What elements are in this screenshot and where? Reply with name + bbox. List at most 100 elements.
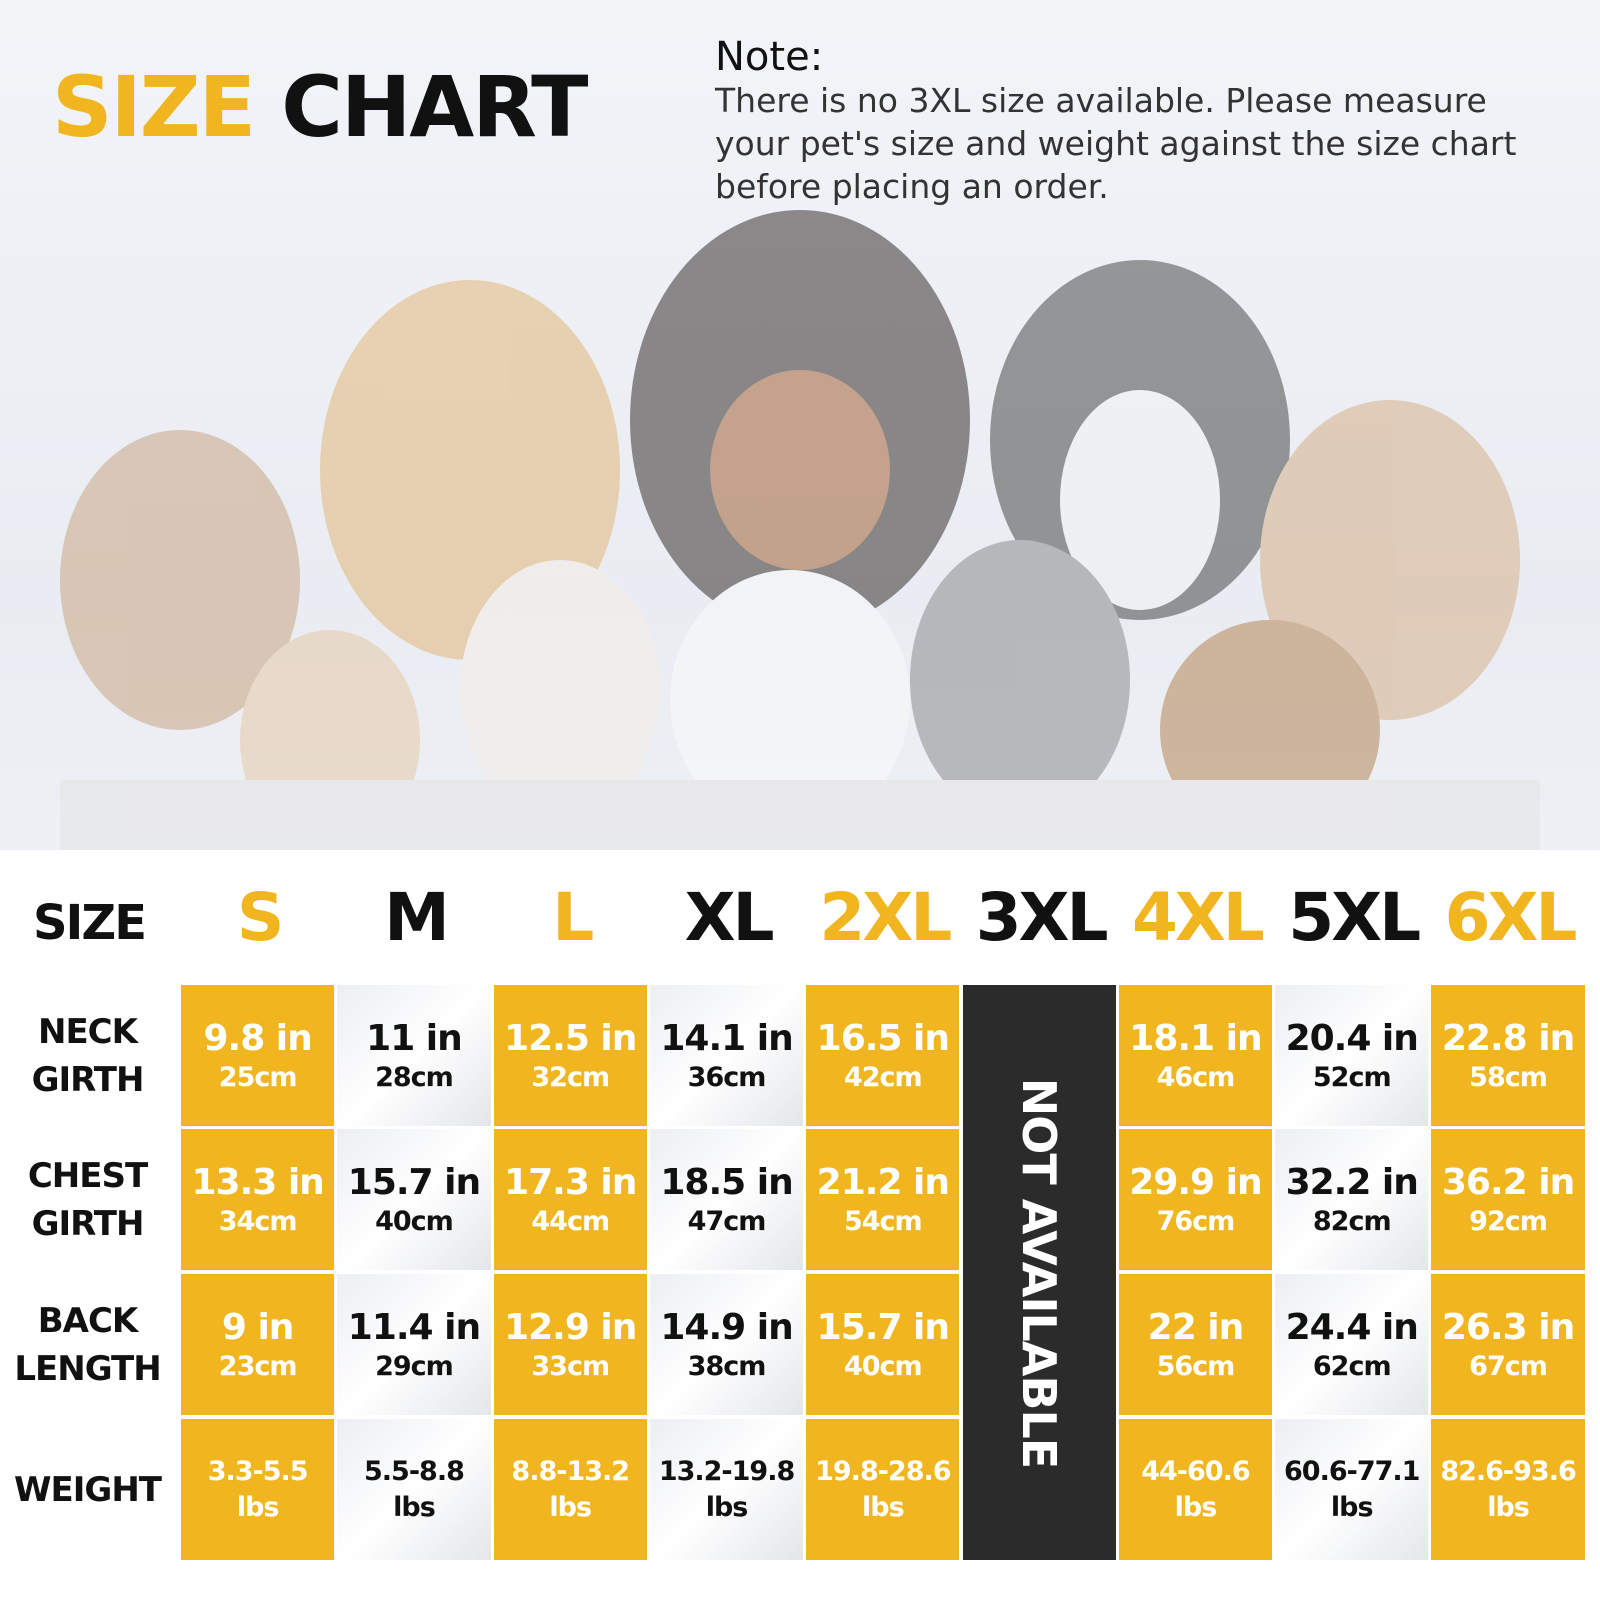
size-cell: 19.8-28.6 lbs bbox=[806, 1419, 960, 1560]
primary-value: 11 in bbox=[366, 1017, 463, 1059]
size-cell: 32.2 in 82cm bbox=[1275, 1129, 1429, 1270]
note-line: your pet's size and weight against the s… bbox=[715, 124, 1517, 163]
primary-value: 22 in bbox=[1147, 1306, 1245, 1348]
size-cell: 21.2 in 54cm bbox=[806, 1129, 960, 1270]
row-label-line: LENGTH bbox=[14, 1348, 161, 1389]
size-cell: 14.1 in 36cm bbox=[649, 985, 804, 1126]
title-word: CHART bbox=[281, 58, 588, 156]
secondary-value: lbs bbox=[862, 1491, 905, 1523]
unavailable-text: NOT AVAILABLE bbox=[1012, 1077, 1067, 1468]
size-header: 4XL bbox=[1132, 879, 1265, 956]
size-header: XL bbox=[684, 879, 775, 956]
secondary-value: 38cm bbox=[687, 1350, 767, 1382]
row-label: BACK LENGTH bbox=[0, 1274, 175, 1415]
title: SIZE CHART bbox=[52, 58, 588, 156]
primary-value: 82.6-93.6 bbox=[1440, 1455, 1576, 1487]
row-label-line: GIRTH bbox=[31, 1203, 145, 1244]
size-cell: 36.2 in 92cm bbox=[1431, 1129, 1585, 1270]
secondary-value: lbs bbox=[236, 1491, 280, 1523]
secondary-value: 47cm bbox=[687, 1205, 767, 1237]
row-label-line: CHEST bbox=[27, 1155, 148, 1196]
primary-value: 18.1 in bbox=[1129, 1017, 1262, 1059]
title-word: SIZE bbox=[52, 58, 256, 156]
size-header: 5XL bbox=[1288, 879, 1421, 956]
size-header: 6XL bbox=[1444, 879, 1578, 956]
size-header: L bbox=[552, 879, 594, 956]
size-cell: 12.5 in 32cm bbox=[493, 985, 647, 1126]
size-cell: 11 in 28cm bbox=[337, 985, 491, 1126]
size-header: 3XL bbox=[975, 879, 1109, 956]
note: Note: There is no 3XL size available. Pl… bbox=[715, 36, 1516, 208]
primary-value: 60.6-77.1 bbox=[1284, 1455, 1420, 1487]
size-cell: 9 in 23cm bbox=[181, 1274, 335, 1415]
unavailable-column: NOT AVAILABLE bbox=[962, 985, 1116, 1560]
size-cell: 22 in 56cm bbox=[1118, 1274, 1273, 1415]
secondary-value: 34cm bbox=[218, 1205, 298, 1237]
secondary-value: 42cm bbox=[843, 1061, 923, 1093]
primary-value: 15.7 in bbox=[816, 1306, 950, 1348]
primary-value: 13.2-19.8 bbox=[658, 1455, 795, 1487]
size-cell: 44-60.6 lbs bbox=[1118, 1419, 1273, 1560]
size-cell: 15.7 in 40cm bbox=[806, 1274, 960, 1415]
secondary-value: lbs bbox=[1330, 1491, 1374, 1523]
size-cell: 13.3 in 34cm bbox=[181, 1129, 335, 1270]
secondary-value: 28cm bbox=[375, 1061, 454, 1093]
row-label: WEIGHT bbox=[0, 1419, 175, 1560]
primary-value: 13.3 in bbox=[191, 1161, 324, 1203]
primary-value: 16.5 in bbox=[816, 1017, 950, 1059]
secondary-value: 44cm bbox=[531, 1205, 610, 1237]
secondary-value: 52cm bbox=[1312, 1061, 1392, 1093]
primary-value: 18.5 in bbox=[660, 1161, 793, 1203]
secondary-value: lbs bbox=[549, 1491, 592, 1523]
secondary-value: 40cm bbox=[843, 1350, 923, 1382]
size-cell: 12.9 in 33cm bbox=[493, 1274, 647, 1415]
size-header: 2XL bbox=[819, 879, 952, 956]
size-header: S bbox=[236, 879, 285, 956]
dog-illustration bbox=[60, 210, 1540, 850]
size-cell: 14.9 in 38cm bbox=[649, 1274, 804, 1415]
secondary-value: 62cm bbox=[1312, 1350, 1392, 1382]
note-line: before placing an order. bbox=[715, 167, 1109, 206]
size-cell: 24.4 in 62cm bbox=[1275, 1274, 1429, 1415]
secondary-value: 23cm bbox=[218, 1350, 298, 1382]
primary-value: 5.5-8.8 bbox=[364, 1455, 465, 1487]
primary-value: 24.4 in bbox=[1285, 1306, 1419, 1348]
primary-value: 36.2 in bbox=[1441, 1161, 1575, 1203]
primary-value: 12.9 in bbox=[504, 1306, 637, 1348]
secondary-value: 32cm bbox=[531, 1061, 610, 1093]
size-cell: 13.2-19.8 lbs bbox=[649, 1419, 804, 1560]
primary-value: 19.8-28.6 bbox=[815, 1455, 951, 1487]
secondary-value: 58cm bbox=[1469, 1061, 1548, 1093]
primary-value: 17.3 in bbox=[504, 1161, 637, 1203]
secondary-value: lbs bbox=[393, 1491, 436, 1523]
row-label: NECK GIRTH bbox=[0, 985, 175, 1126]
row-label-line: WEIGHT bbox=[14, 1469, 162, 1510]
primary-value: 22.8 in bbox=[1441, 1017, 1575, 1059]
secondary-value: 33cm bbox=[531, 1350, 610, 1382]
primary-value: 14.9 in bbox=[660, 1306, 793, 1348]
primary-value: 8.8-13.2 bbox=[511, 1455, 630, 1487]
secondary-value: 67cm bbox=[1469, 1350, 1548, 1382]
size-cell: 29.9 in 76cm bbox=[1118, 1129, 1273, 1270]
secondary-value: 76cm bbox=[1156, 1205, 1236, 1237]
note-heading: Note: bbox=[715, 34, 824, 80]
secondary-value: lbs bbox=[1174, 1491, 1218, 1523]
primary-value: 3.3-5.5 bbox=[207, 1455, 309, 1487]
size-cell: 20.4 in 52cm bbox=[1275, 985, 1429, 1126]
size-cell: 22.8 in 58cm bbox=[1431, 985, 1585, 1126]
size-cell: 5.5-8.8 lbs bbox=[337, 1419, 491, 1560]
size-cell: 60.6-77.1 lbs bbox=[1275, 1419, 1429, 1560]
secondary-value: 82cm bbox=[1312, 1205, 1392, 1237]
row-label: CHEST GIRTH bbox=[0, 1129, 175, 1270]
secondary-value: 40cm bbox=[375, 1205, 454, 1237]
size-cell: 9.8 in 25cm bbox=[181, 985, 335, 1126]
row-label-line: NECK bbox=[38, 1011, 138, 1052]
secondary-value: 46cm bbox=[1156, 1061, 1236, 1093]
row-label-line: GIRTH bbox=[31, 1059, 145, 1100]
primary-value: 11.4 in bbox=[347, 1306, 481, 1348]
primary-value: 12.5 in bbox=[504, 1017, 637, 1059]
size-label: SIZE bbox=[32, 895, 147, 951]
note-line: There is no 3XL size available. Please m… bbox=[715, 81, 1487, 120]
primary-value: 29.9 in bbox=[1129, 1161, 1262, 1203]
